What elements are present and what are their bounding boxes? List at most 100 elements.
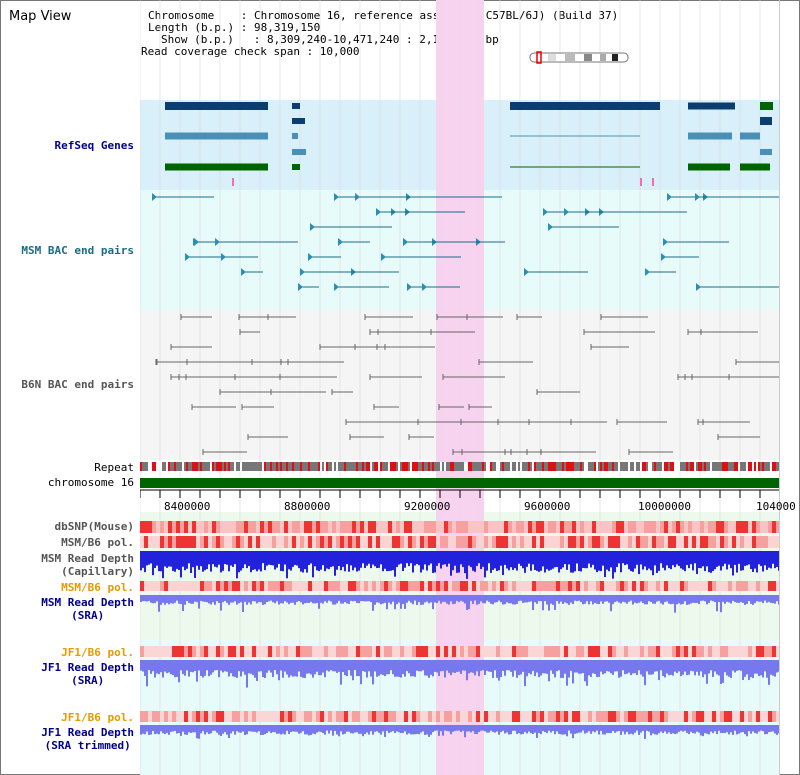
gene-feature: [760, 102, 773, 110]
track-label-b6n-bac[interactable]: B6N BAC end pairs: [21, 378, 134, 391]
read-depth-bar: [626, 660, 628, 674]
track-label-repeat[interactable]: Repeat: [94, 461, 134, 474]
read-depth-bar: [370, 660, 372, 677]
read-depth-bar: [324, 551, 326, 572]
read-depth-bar: [472, 725, 474, 732]
track-panel[interactable]: [140, 0, 780, 775]
repeat-segment: [276, 462, 278, 471]
polymorphism-cell: [676, 521, 680, 533]
read-depth-bar: [272, 551, 274, 566]
read-depth-bar: [480, 551, 482, 570]
polymorphism-cell: [184, 536, 188, 548]
read-depth-bar: [524, 595, 526, 603]
track-label-msm-bac[interactable]: MSM BAC end pairs: [21, 244, 134, 257]
read-depth-bar: [520, 595, 522, 601]
read-depth-bar: [456, 595, 458, 601]
repeat-segment: [326, 462, 328, 471]
track-label-msm-b6-pol-2[interactable]: MSM/B6 pol.: [61, 581, 134, 594]
read-depth-bar: [440, 660, 442, 672]
read-depth-bar: [322, 551, 324, 566]
polymorphism-cell: [384, 536, 388, 548]
read-depth-bar: [600, 551, 602, 572]
polymorphism-cell: [556, 646, 560, 657]
polymorphism-cell: [576, 521, 580, 533]
read-depth-bar: [366, 725, 368, 733]
track-label-chromosome[interactable]: chromosome 16: [47, 476, 134, 489]
polymorphism-cell: [592, 646, 596, 657]
read-depth-bar: [348, 725, 350, 732]
polymorphism-cell: [272, 581, 276, 591]
repeat-segment: [710, 462, 712, 471]
polymorphism-cell: [416, 521, 420, 533]
read-depth-bar: [424, 595, 426, 603]
polymorphism-cell: [768, 581, 772, 591]
polymorphism-cell: [728, 581, 732, 591]
repeat-segment: [606, 462, 608, 471]
polymorphism-cell: [696, 521, 700, 533]
repeat-segment: [766, 462, 768, 471]
polymorphism-cell: [564, 521, 568, 533]
polymorphism-cell: [644, 536, 648, 548]
polymorphism-cell: [492, 646, 496, 657]
repeat-segment: [424, 462, 426, 471]
polymorphism-cell: [188, 536, 192, 548]
read-depth-bar: [642, 725, 644, 731]
read-depth-bar: [734, 595, 736, 602]
track-label-jf1-read-depth-trim[interactable]: JF1 Read Depth (SRA trimmed): [41, 726, 134, 752]
read-depth-bar: [304, 660, 306, 678]
repeat-segment: [274, 462, 276, 471]
read-depth-bar: [350, 595, 352, 601]
track-canvas[interactable]: [140, 0, 780, 775]
read-depth-bar: [596, 551, 598, 573]
polymorphism-cell: [488, 581, 492, 591]
polymorphism-cell: [720, 581, 724, 591]
track-label-jf1-read-depth-sra[interactable]: JF1 Read Depth (SRA): [41, 661, 134, 687]
read-depth-bar: [334, 660, 336, 672]
read-depth-bar: [510, 551, 512, 568]
repeat-segment: [384, 462, 386, 471]
track-label-jf1-b6-pol[interactable]: JF1/B6 pol.: [61, 646, 134, 659]
read-depth-bar: [756, 660, 758, 674]
polymorphism-cell: [668, 581, 672, 591]
repeat-segment: [448, 462, 450, 471]
read-depth-bar: [566, 595, 568, 604]
read-depth-bar: [618, 725, 620, 731]
read-depth-bar: [606, 551, 608, 570]
track-label-msm-read-depth-cap[interactable]: MSM Read Depth (Capillary): [41, 552, 134, 578]
polymorphism-cell: [284, 536, 288, 548]
repeat-segment: [322, 462, 324, 471]
read-depth-bar: [368, 660, 370, 672]
read-depth-bar: [140, 660, 142, 671]
polymorphism-cell: [524, 536, 528, 548]
read-depth-bar: [654, 725, 656, 735]
track-label-refseq[interactable]: RefSeq Genes: [54, 139, 134, 152]
polymorphism-cell: [556, 521, 560, 533]
polymorphism-cell: [208, 521, 212, 533]
read-depth-bar: [282, 551, 284, 572]
read-depth-bar: [612, 660, 614, 675]
repeat-segment: [656, 462, 658, 471]
track-label-jf1-b6-pol-2[interactable]: JF1/B6 pol.: [61, 711, 134, 724]
track-label-msm-read-depth-sra[interactable]: MSM Read Depth (SRA): [41, 596, 134, 622]
read-depth-bar: [194, 595, 196, 602]
read-depth-bar: [446, 660, 448, 671]
read-depth-bar: [572, 551, 574, 573]
read-depth-bar: [744, 595, 746, 605]
polymorphism-cell: [640, 536, 644, 548]
gene-feature: [165, 163, 268, 171]
repeat-segment: [718, 462, 720, 471]
polymorphism-cell: [328, 646, 332, 657]
polymorphism-cell: [760, 711, 764, 722]
read-depth-bar: [206, 660, 208, 671]
track-label-msm-b6-pol[interactable]: MSM/B6 pol.: [61, 536, 134, 549]
polymorphism-cell: [652, 646, 656, 657]
read-depth-bar: [186, 551, 188, 569]
track-label-dbsnp[interactable]: dbSNP(Mouse): [54, 520, 134, 533]
polymorphism-cell: [400, 711, 404, 722]
read-depth-bar: [348, 595, 350, 604]
polymorphism-cell: [580, 536, 584, 548]
read-depth-bar: [538, 551, 540, 572]
read-depth-bar: [272, 595, 274, 603]
repeat-segment: [592, 462, 594, 471]
read-depth-bar: [406, 595, 408, 603]
